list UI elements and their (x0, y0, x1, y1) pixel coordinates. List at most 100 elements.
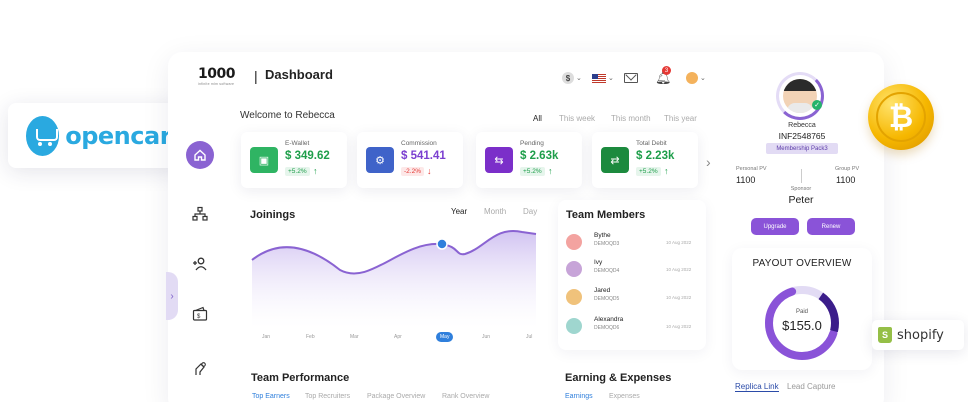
debit-icon: ⇄ (601, 147, 629, 173)
brand-logo-subtitle: infinite mlm software (198, 82, 235, 86)
nav-payout[interactable] (186, 355, 214, 383)
profile-name: Rebecca (788, 122, 816, 129)
upgrade-button[interactable]: Upgrade (751, 218, 799, 235)
member-date: 10 Aug 2022 (666, 295, 692, 300)
stat-label: Commission (401, 140, 437, 147)
chevron-right-icon[interactable]: › (706, 154, 711, 170)
stat-change: +5.2% (285, 167, 310, 176)
notifications-button[interactable]: 🔔︎ 3 (655, 66, 672, 85)
header-separator: | (254, 68, 258, 84)
member-id: DEMOQD4 (594, 268, 620, 274)
stat-change: +5.2% (636, 167, 661, 176)
pv-divider (801, 169, 802, 183)
earnings-title: Earning & Expenses (565, 372, 672, 384)
member-name: Ivy (594, 259, 603, 266)
opencart-cart-icon (26, 115, 60, 156)
nav-wallet[interactable]: $ (186, 300, 214, 328)
segment-year[interactable]: Year (451, 207, 468, 216)
month-label: Jan (262, 334, 271, 340)
profile-avatar[interactable] (783, 79, 817, 113)
stat-card-commission[interactable]: ⚙ Commission $ 541.41 -2.2% ↓ (357, 132, 463, 188)
member-id: DEMOQD3 (594, 241, 620, 247)
shopify-bag-icon: S (878, 327, 892, 343)
segment-month[interactable]: Month (484, 207, 507, 216)
chevron-down-icon: ⌄ (700, 75, 706, 82)
svg-text:$: $ (197, 314, 201, 320)
sidebar-expand-toggle[interactable]: › (166, 272, 178, 320)
tab-package-overview[interactable]: Package Overview (367, 393, 426, 400)
mail-button[interactable] (624, 71, 638, 85)
joinings-marker (436, 238, 448, 250)
period-this-year[interactable]: This year (664, 114, 697, 123)
sponsor-label: Sponsor (790, 186, 812, 192)
payout-donut (765, 286, 839, 360)
currency-selector[interactable]: $ ⌄ (562, 71, 582, 85)
stat-label: E-Wallet (285, 140, 310, 147)
segment-day[interactable]: Day (523, 207, 538, 216)
wallet-icon: $ (192, 306, 208, 321)
notification-badge: 3 (662, 66, 671, 75)
stat-change: +5.2% (520, 167, 545, 176)
team-performance-title: Team Performance (251, 372, 350, 384)
group-pv-value: 1100 (836, 175, 856, 185)
currency-icon: $ (562, 72, 574, 84)
chevron-right-icon: › (170, 290, 174, 302)
wallet-icon: ▣ (250, 147, 278, 173)
home-icon (194, 149, 206, 161)
profile-shirt (787, 103, 813, 113)
team-member-row[interactable]: Bythe DEMOQD3 10 Aug 2022 (566, 232, 702, 254)
replica-link-tab[interactable]: Replica Link (735, 382, 779, 392)
group-pv-label: Group PV (835, 166, 860, 172)
joinings-line (251, 229, 537, 275)
tab-top-recruiters[interactable]: Top Recruiters (305, 393, 351, 400)
team-member-row[interactable]: Alexandra DEMOQD6 10 Aug 2022 (566, 316, 702, 338)
member-id: DEMOQD6 (594, 325, 620, 331)
tab-earnings[interactable]: Earnings (565, 393, 593, 400)
nav-register[interactable] (186, 250, 214, 278)
joinings-area-chart (251, 229, 537, 328)
language-selector[interactable]: ⌄ (592, 71, 614, 85)
arrow-up-icon: ↑ (664, 166, 669, 176)
stat-card-total-debit[interactable]: ⇄ Total Debit $ 2.23k +5.2% ↑ (592, 132, 698, 188)
shopify-card: S shopify (872, 320, 964, 350)
month-label: Jul (526, 334, 533, 340)
month-label: Jun (482, 334, 491, 340)
stat-value: $ 2.23k (636, 150, 675, 162)
team-members-title: Team Members (566, 209, 646, 221)
user-avatar (686, 72, 698, 84)
lead-capture-tab[interactable]: Lead Capture (787, 382, 836, 391)
tab-expenses[interactable]: Expenses (609, 393, 640, 400)
user-menu[interactable]: ⌄ (686, 71, 706, 85)
payout-card (732, 248, 872, 370)
tab-top-earners[interactable]: Top Earners (252, 393, 290, 400)
stat-value: $ 349.62 (285, 150, 330, 162)
donut-arc (765, 286, 839, 360)
period-this-week[interactable]: This week (559, 114, 596, 123)
joinings-title: Joinings (250, 209, 296, 221)
period-all[interactable]: All (533, 114, 542, 123)
nav-network[interactable] (186, 200, 214, 228)
commission-icon: ⚙ (366, 147, 394, 173)
month-label: Apr (394, 334, 402, 340)
profile-hair (783, 79, 817, 91)
tab-rank-overview[interactable]: Rank Overview (442, 393, 490, 400)
arrow-down-icon: ↓ (427, 166, 432, 176)
member-date: 10 Aug 2022 (666, 240, 692, 245)
brand-logo[interactable]: 1000 (198, 66, 235, 82)
network-tree-icon (192, 206, 208, 221)
period-this-month[interactable]: This month (611, 114, 651, 123)
team-member-row[interactable]: Ivy DEMOQD4 10 Aug 2022 (566, 259, 702, 281)
arrow-up-icon: ↑ (548, 166, 553, 176)
renew-button[interactable]: Renew (807, 218, 855, 235)
profile-id: INF2548765 (778, 131, 826, 141)
stat-card-ewallet[interactable]: ▣ E-Wallet $ 349.62 +5.2% ↑ (241, 132, 347, 188)
chevron-down-icon: ⌄ (608, 75, 614, 82)
month-label-active[interactable]: May (436, 332, 454, 342)
avatar (566, 261, 582, 277)
nav-home[interactable] (186, 141, 214, 169)
personal-pv-label: Personal PV (736, 166, 767, 172)
donut-accent (765, 286, 839, 360)
team-member-row[interactable]: Jared DEMOQD5 10 Aug 2022 (566, 287, 702, 309)
stat-card-pending[interactable]: ⇆ Pending $ 2.63k +5.2% ↑ (476, 132, 582, 188)
paid-value: $155.0 (782, 318, 822, 333)
